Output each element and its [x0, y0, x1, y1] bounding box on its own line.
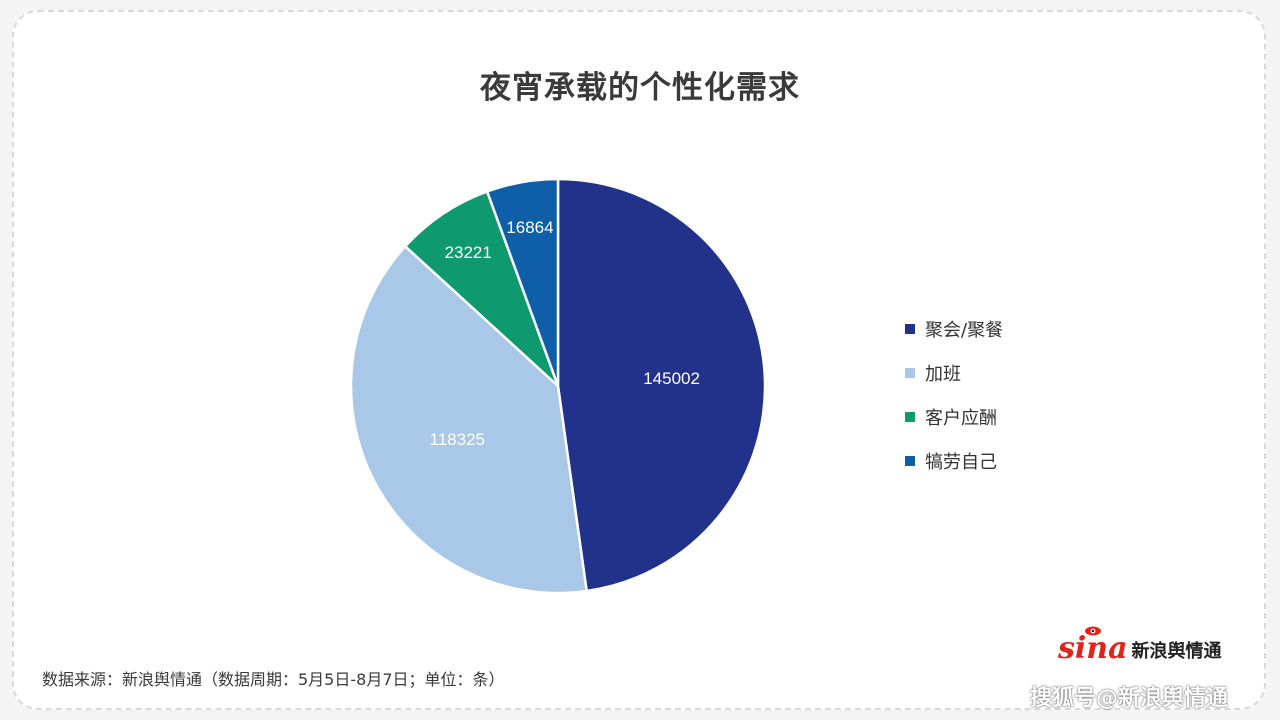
- pie-slice-0: [556, 177, 767, 593]
- legend-label: 聚会/聚餐: [925, 320, 1004, 341]
- legend-label: 加班: [925, 364, 961, 385]
- legend-item: 犒劳自己: [905, 450, 1003, 473]
- chart-legend: 聚会/聚餐 加班 客户应酬 犒劳自己: [905, 318, 1003, 494]
- legend-swatch: [905, 456, 915, 466]
- brand-logo: sina 新浪舆情通: [1058, 626, 1222, 666]
- legend-swatch: [905, 324, 915, 334]
- slice-value-label: 145002: [643, 369, 700, 388]
- pie-slice-1: [349, 244, 589, 595]
- legend-swatch: [905, 368, 915, 378]
- pie-slice-2: [403, 189, 560, 387]
- eye-icon: [1085, 626, 1101, 636]
- legend-label: 客户应酬: [925, 408, 997, 429]
- watermark: 搜狐号@新浪舆情通: [1030, 686, 1229, 711]
- pie-slice-3: [485, 177, 560, 387]
- slice-value-label: 16864: [506, 218, 553, 237]
- slice-value-label: 23221: [445, 243, 492, 262]
- legend-item: 聚会/聚餐: [905, 318, 1004, 341]
- sina-logo-icon: sina: [1058, 626, 1128, 666]
- data-source-note: 数据来源：新浪舆情通（数据周期：5月5日-8月7日；单位：条）: [42, 670, 505, 689]
- sina-logo-text: sina: [1058, 631, 1128, 666]
- brand-name: 新浪舆情通: [1131, 641, 1222, 662]
- chart-title: 夜宵承载的个性化需求: [480, 70, 800, 106]
- legend-label: 犒劳自己: [925, 452, 997, 473]
- slice-value-label: 118325: [430, 430, 485, 449]
- legend-swatch: [905, 412, 915, 422]
- legend-item: 加班: [905, 362, 1003, 385]
- legend-item: 客户应酬: [905, 406, 1003, 429]
